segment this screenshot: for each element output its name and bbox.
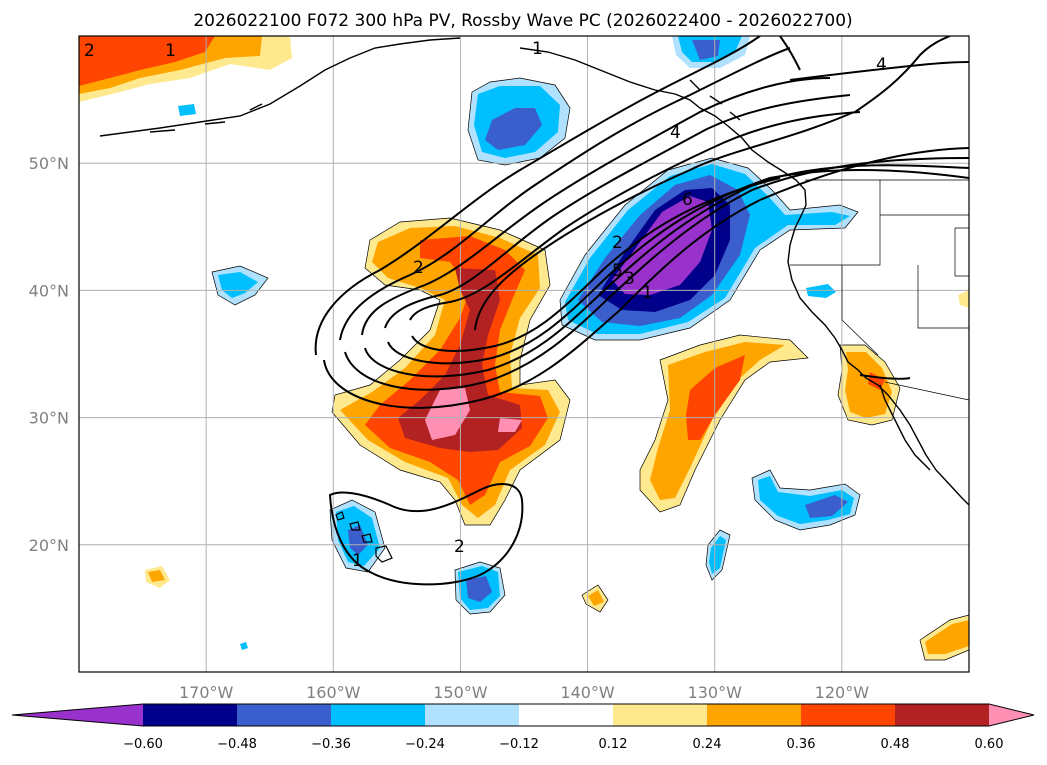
colorbar-swatch: [331, 704, 426, 726]
contour-labels: 2 1 1 4 4 6 2 2 1 5 3 2 1: [84, 39, 887, 571]
colorbar-tick-labels: −0.60 −0.48 −0.36 −0.24 −0.12 0.12 0.24 …: [123, 737, 1003, 752]
coastlines: [99, 37, 969, 506]
contour-label: 1: [532, 39, 543, 59]
colorbar-swatches: [11, 703, 1035, 727]
lon-tick-label: 140°W: [560, 683, 615, 702]
contour-label: 1: [642, 283, 653, 303]
longitude-tick-labels: 170°W 160°W 150°W 140°W 130°W 120°W: [179, 683, 869, 702]
colorbar-tick-label: −0.24: [405, 737, 445, 752]
contour-label: 2: [84, 41, 95, 61]
latitude-tick-labels: 50°N 40°N 30°N 20°N: [29, 154, 69, 555]
lat-tick-label: 30°N: [29, 409, 69, 428]
pv-contours: [314, 36, 969, 586]
contour-label: 1: [165, 41, 176, 61]
colorbar-swatch: [613, 704, 708, 726]
colorbar-extension-min: [12, 704, 143, 726]
colorbar: −0.60 −0.48 −0.36 −0.24 −0.12 0.12 0.24 …: [11, 703, 1035, 752]
colorbar-swatch: [707, 704, 802, 726]
colorbar-outline: [11, 703, 1035, 727]
colorbar-swatch: [237, 704, 332, 726]
contour-label: 5: [612, 261, 623, 281]
contour-label: 2: [612, 233, 623, 253]
colorbar-swatch: [143, 704, 238, 726]
lon-tick-label: 170°W: [179, 683, 234, 702]
contour-label: 4: [876, 55, 887, 75]
contour-label: 2: [454, 537, 465, 557]
colorbar-swatch: [519, 704, 614, 726]
colorbar-swatch: [425, 704, 520, 726]
state-borders: [790, 179, 969, 401]
colorbar-tick-label: −0.36: [311, 737, 351, 752]
map-frame: [78, 35, 970, 673]
map-title: 2026022100 F072 300 hPa PV, Rossby Wave …: [193, 11, 852, 31]
lon-tick-label: 160°W: [306, 683, 361, 702]
lon-tick-label: 120°W: [815, 683, 870, 702]
contour-label: 2: [413, 258, 424, 278]
colorbar-tick-label: 0.48: [881, 737, 910, 752]
lat-tick-label: 50°N: [29, 154, 69, 173]
pv-contour-south: [328, 483, 524, 586]
colorbar-tick-label: −0.48: [217, 737, 257, 752]
contour-label: 6: [682, 190, 693, 210]
colorbar-extension-max: [989, 704, 1034, 726]
lon-tick-label: 130°W: [688, 683, 743, 702]
colorbar-tick-label: −0.12: [499, 737, 539, 752]
colorbar-tick-label: 0.24: [693, 737, 722, 752]
coastline-west-us: [787, 227, 969, 506]
lon-tick-label: 150°W: [433, 683, 488, 702]
colorbar-tick-label: 0.60: [975, 737, 1004, 752]
contour-label: 3: [624, 269, 635, 289]
lat-tick-label: 40°N: [29, 281, 69, 300]
coastline-alaska: [99, 37, 461, 137]
pv-contour-outer: [314, 36, 761, 356]
contour-label: 1: [352, 551, 363, 571]
colorbar-swatch: [895, 704, 990, 726]
map-panel: 2 1 1 4 4 6 2 2 1 5 3 2 1: [79, 36, 969, 672]
contour-label: 4: [670, 123, 681, 143]
hawaii-islands: [335, 511, 393, 563]
lat-tick-label: 20°N: [29, 536, 69, 555]
colorbar-tick-label: −0.60: [123, 737, 163, 752]
colorbar-swatch: [801, 704, 896, 726]
colorbar-tick-label: 0.12: [599, 737, 628, 752]
map-gridlines: [79, 36, 969, 672]
colorbar-tick-label: 0.36: [787, 737, 816, 752]
